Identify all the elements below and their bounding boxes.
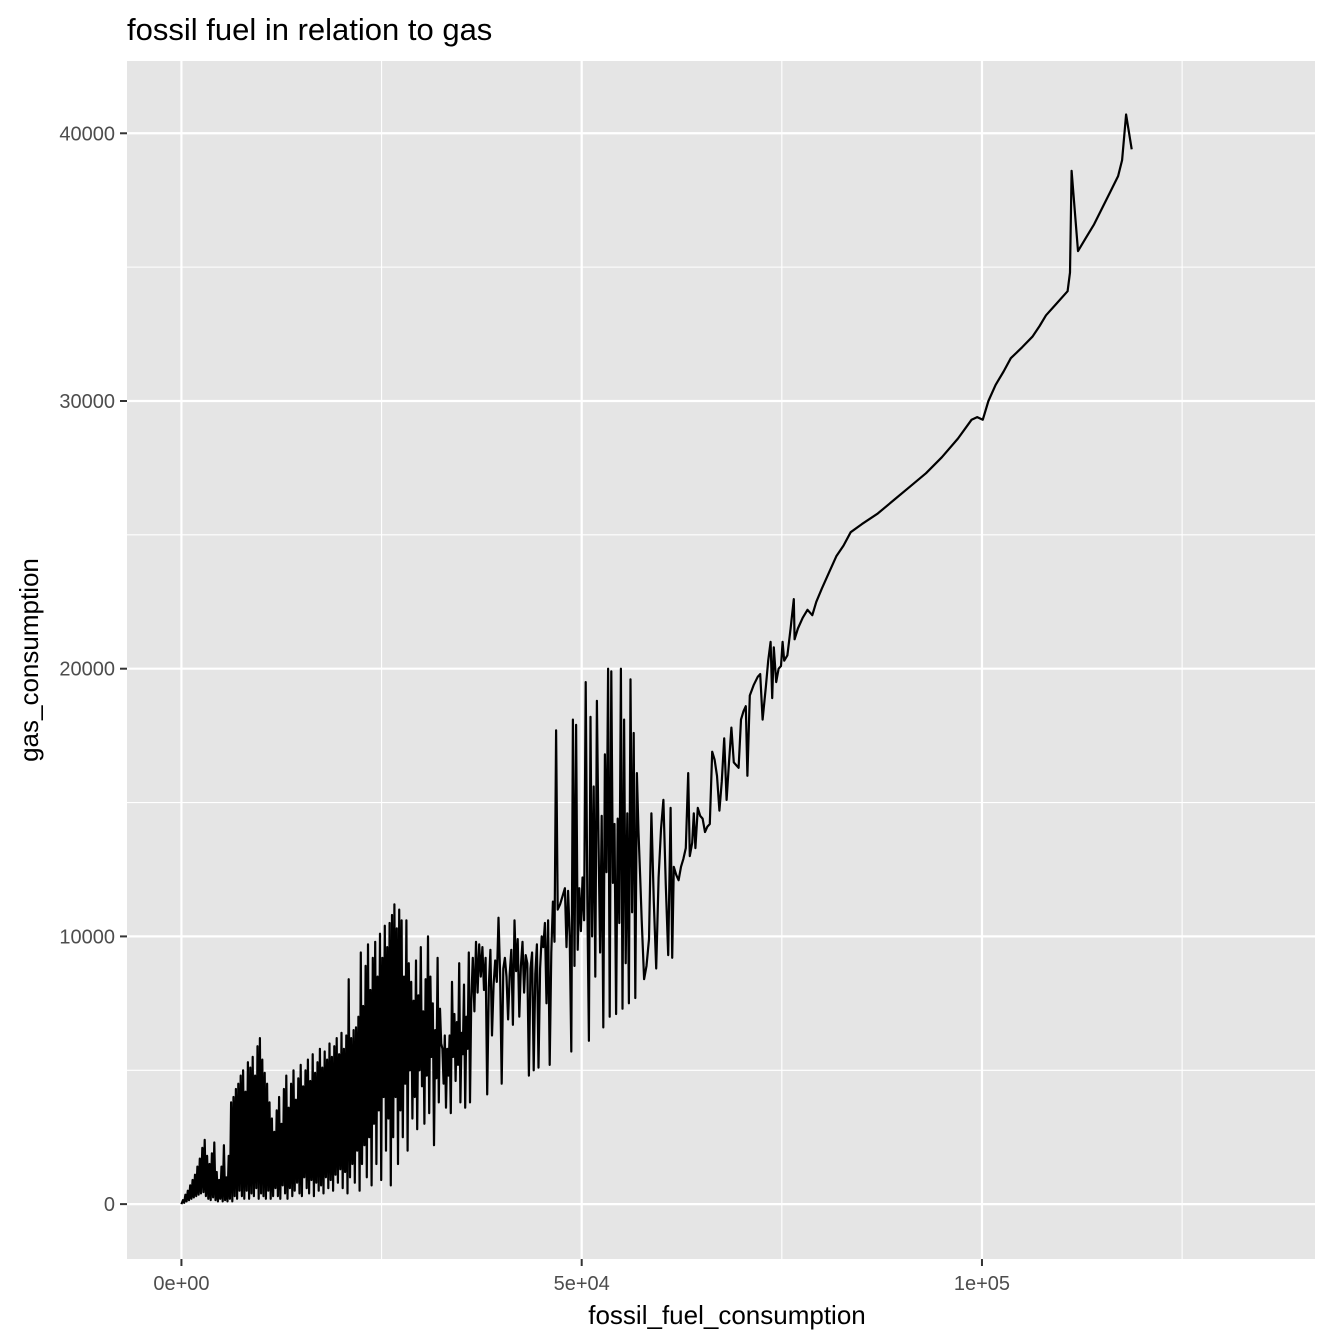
data-layer <box>180 113 1133 1205</box>
chart-title: fossil fuel in relation to gas <box>127 12 492 47</box>
y-tick-label-0: 0 <box>104 1194 115 1216</box>
y-tick-label-4: 40000 <box>59 123 115 145</box>
x-tick-label-0: 0e+00 <box>153 1273 209 1295</box>
series-line-0 <box>180 113 1133 1205</box>
y-axis: 0 10000 20000 30000 40000 <box>59 123 127 1216</box>
y-tick-label-3: 30000 <box>59 391 115 413</box>
x-tick-label-1: 5e+04 <box>554 1273 610 1295</box>
y-tick-label-2: 20000 <box>59 659 115 681</box>
x-tick-label-2: 1e+05 <box>954 1273 1010 1295</box>
x-axis-title: fossil_fuel_consumption <box>588 1300 866 1330</box>
x-axis: 0e+00 5e+04 1e+05 <box>153 1259 1010 1295</box>
y-axis-title: gas_consumption <box>14 558 44 762</box>
major-grid <box>127 61 1315 1259</box>
y-tick-label-1: 10000 <box>59 926 115 948</box>
